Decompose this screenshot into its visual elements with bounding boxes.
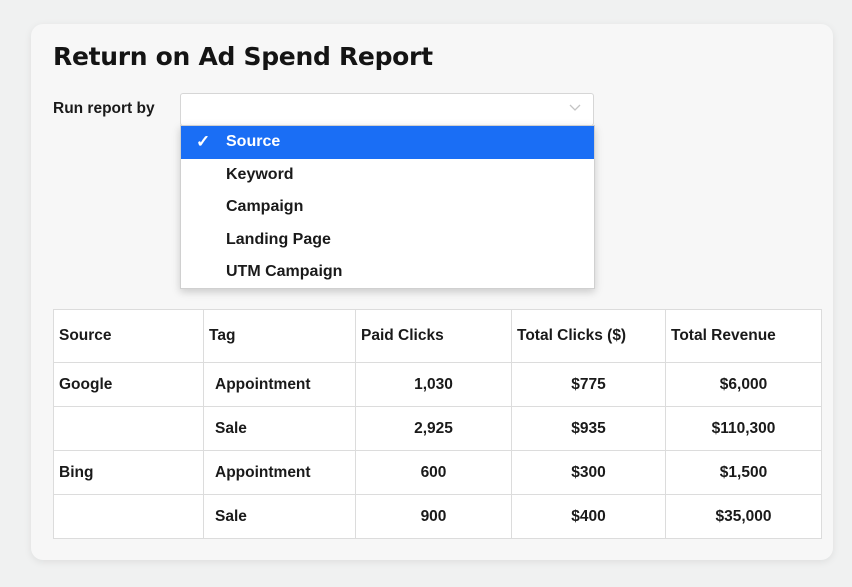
table-header-row: Source Tag Paid Clicks Total Clicks ($) … [53,309,822,363]
option-label: Landing Page [226,230,331,248]
dropdown-option-keyword[interactable]: Keyword [181,159,594,192]
table-row: Sale 2,925 $935 $110,300 [53,406,822,451]
cell-total-revenue: $1,500 [665,450,822,495]
dropdown-option-source[interactable]: ✓ Source [181,126,594,159]
column-header-paid-clicks: Paid Clicks [355,309,512,363]
dropdown-option-landing-page[interactable]: Landing Page [181,224,594,257]
cell-total-clicks: $300 [511,450,666,495]
page-title: Return on Ad Spend Report [53,42,433,71]
cell-paid-clicks: 2,925 [355,406,512,451]
roas-table: Source Tag Paid Clicks Total Clicks ($) … [53,309,822,539]
cell-paid-clicks: 600 [355,450,512,495]
column-header-total-clicks: Total Clicks ($) [511,309,666,363]
report-card: Return on Ad Spend Report Run report by … [31,24,833,560]
dropdown-option-campaign[interactable]: Campaign [181,191,594,224]
column-header-total-revenue: Total Revenue [665,309,822,363]
run-report-by-label: Run report by [53,100,155,117]
cell-total-clicks: $775 [511,362,666,407]
option-label: Source [226,133,281,150]
cell-source [53,494,204,539]
chevron-down-icon [569,104,581,111]
cell-total-revenue: $110,300 [665,406,822,451]
checkmark-icon: ✓ [196,132,211,151]
cell-source: Bing [53,450,204,495]
cell-source [53,406,204,451]
run-report-by-select[interactable] [180,93,594,126]
cell-paid-clicks: 900 [355,494,512,539]
cell-total-clicks: $935 [511,406,666,451]
table-row: Bing Appointment 600 $300 $1,500 [53,450,822,495]
cell-total-clicks: $400 [511,494,666,539]
cell-tag: Appointment [203,450,356,495]
option-label: Keyword [226,165,294,183]
cell-tag: Sale [203,406,356,451]
cell-total-revenue: $6,000 [665,362,822,407]
table-row: Sale 900 $400 $35,000 [53,494,822,539]
column-header-tag: Tag [203,309,356,363]
option-label: UTM Campaign [226,263,343,280]
dropdown-option-utm-campaign[interactable]: UTM Campaign [181,256,594,289]
cell-tag: Appointment [203,362,356,407]
option-label: Campaign [226,198,304,215]
report-by-dropdown: ✓ Source Keyword Campaign Landing Page U… [180,125,595,289]
table-row: Google Appointment 1,030 $775 $6,000 [53,362,822,407]
cell-tag: Sale [203,494,356,539]
column-header-source: Source [53,309,204,363]
cell-source: Google [53,362,204,407]
cell-total-revenue: $35,000 [665,494,822,539]
cell-paid-clicks: 1,030 [355,362,512,407]
